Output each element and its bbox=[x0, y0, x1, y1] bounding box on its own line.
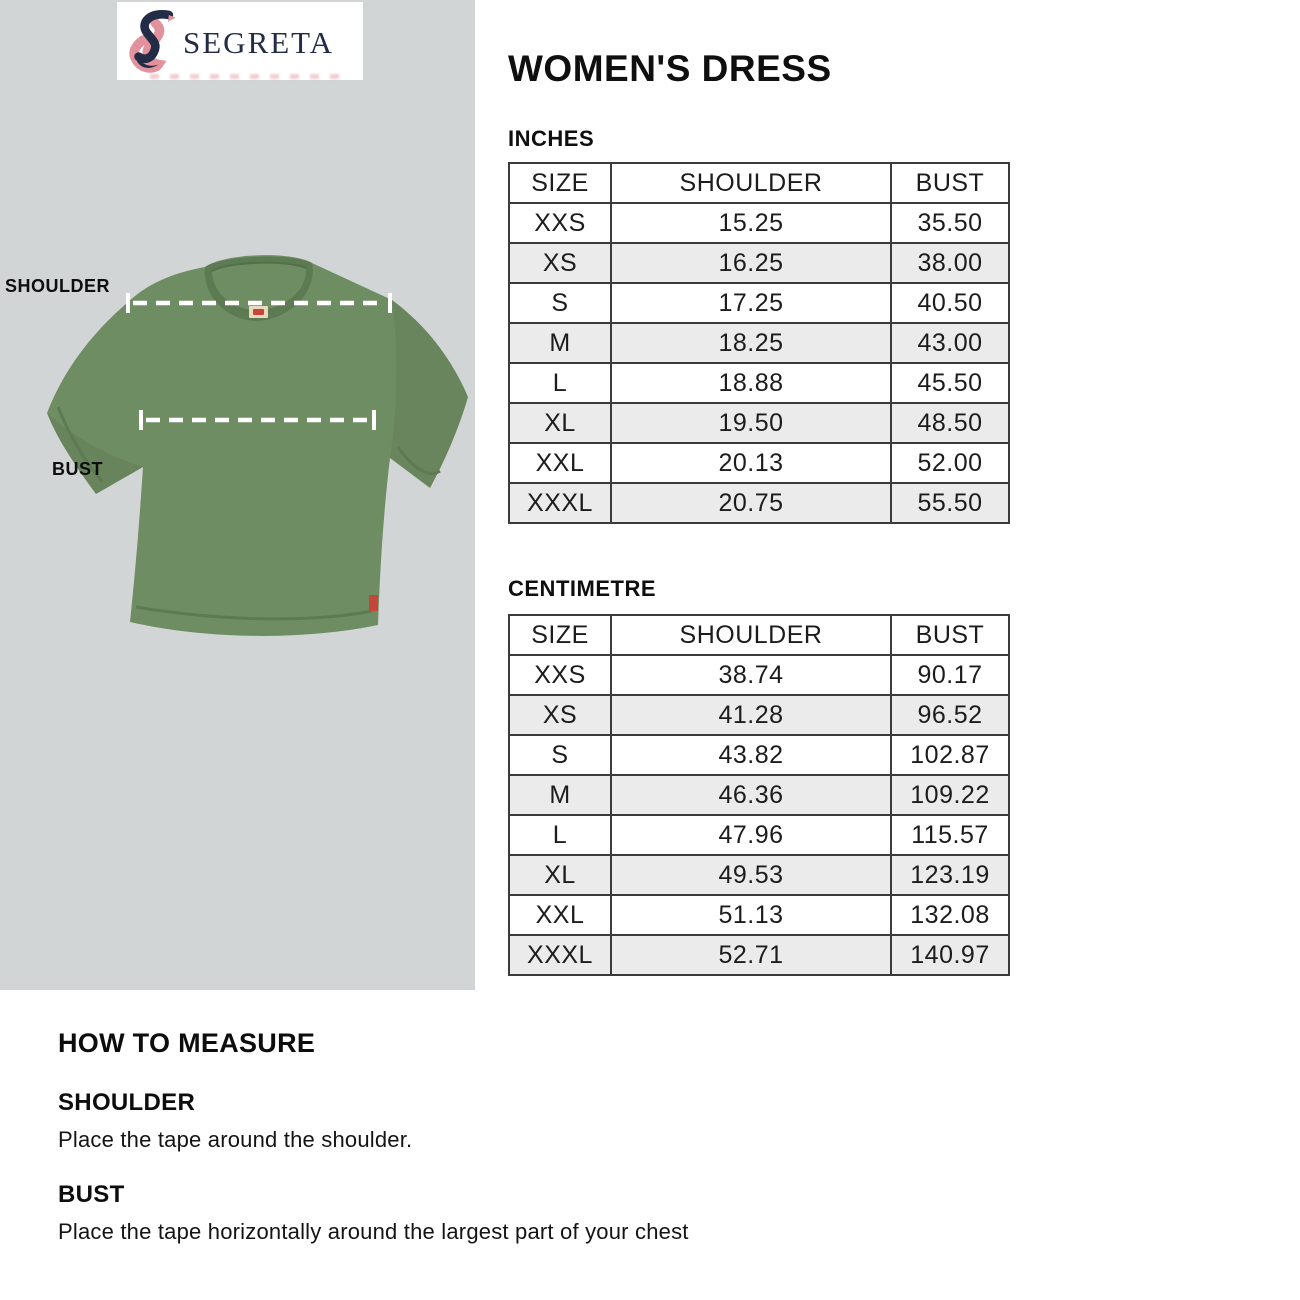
page-title: WOMEN'S DRESS bbox=[508, 48, 832, 89]
cell: M bbox=[508, 322, 612, 364]
table-row: L 18.88 45.50 bbox=[508, 362, 1010, 404]
shoulder-measure-line bbox=[126, 293, 392, 313]
cell: 96.52 bbox=[890, 694, 1010, 736]
bust-instruction-text: Place the tape horizontally around the l… bbox=[58, 1219, 689, 1244]
cell: 41.28 bbox=[610, 694, 892, 736]
brand-name: SEGRETA bbox=[183, 25, 335, 60]
centimetre-label: CENTIMETRE bbox=[508, 576, 656, 601]
cell: 48.50 bbox=[890, 402, 1010, 444]
cell: 102.87 bbox=[890, 734, 1010, 776]
cell: 90.17 bbox=[890, 654, 1010, 696]
cell: 16.25 bbox=[610, 242, 892, 284]
table-row: XXXL 52.71 140.97 bbox=[508, 934, 1010, 976]
cell: XXL bbox=[508, 894, 612, 936]
s-ribbon-icon bbox=[129, 10, 176, 73]
cell: M bbox=[508, 774, 612, 816]
cell: XXXL bbox=[508, 934, 612, 976]
cell: 17.25 bbox=[610, 282, 892, 324]
cell: 43.00 bbox=[890, 322, 1010, 364]
how-to-measure-title: HOW TO MEASURE bbox=[58, 1028, 316, 1058]
table-row: XXL 51.13 132.08 bbox=[508, 894, 1010, 936]
cell: S bbox=[508, 282, 612, 324]
table-row: XXL 20.13 52.00 bbox=[508, 442, 1010, 484]
cell: 47.96 bbox=[610, 814, 892, 856]
table-row: XL 49.53 123.19 bbox=[508, 854, 1010, 896]
cell: 109.22 bbox=[890, 774, 1010, 816]
cell: XXS bbox=[508, 654, 612, 696]
column-header: BUST bbox=[890, 614, 1010, 656]
cell: 55.50 bbox=[890, 482, 1010, 524]
table-row: L 47.96 115.57 bbox=[508, 814, 1010, 856]
cell: 132.08 bbox=[890, 894, 1010, 936]
cell: 52.71 bbox=[610, 934, 892, 976]
cell: 38.74 bbox=[610, 654, 892, 696]
size-table-centimetre: SIZE SHOULDER BUST XXS 38.74 90.17 XS 41.28 96.5… bbox=[508, 614, 1010, 976]
table-row: S 43.82 102.87 bbox=[508, 734, 1010, 776]
header-row: SIZE SHOULDER BUST bbox=[508, 614, 1010, 656]
column-header: SIZE bbox=[508, 162, 612, 204]
tshirt-illustration bbox=[47, 255, 468, 636]
cell: 19.50 bbox=[610, 402, 892, 444]
table-row: XXS 38.74 90.17 bbox=[508, 654, 1010, 696]
cell: XS bbox=[508, 694, 612, 736]
cell: XXS bbox=[508, 202, 612, 244]
cell: 45.50 bbox=[890, 362, 1010, 404]
table-row: M 46.36 109.22 bbox=[508, 774, 1010, 816]
shoulder-diagram-label: SHOULDER bbox=[5, 276, 111, 296]
shoulder-instruction-heading: SHOULDER bbox=[58, 1089, 196, 1116]
inches-label: INCHES bbox=[508, 126, 595, 151]
cell: 115.57 bbox=[890, 814, 1010, 856]
brand-logo: SEGRETA bbox=[117, 2, 363, 80]
cell: 46.36 bbox=[610, 774, 892, 816]
cell: 18.25 bbox=[610, 322, 892, 364]
column-header: SIZE bbox=[508, 614, 612, 656]
shoulder-instruction-text: Place the tape around the shoulder. bbox=[58, 1127, 413, 1152]
table-row: XS 16.25 38.00 bbox=[508, 242, 1010, 284]
cell: XXL bbox=[508, 442, 612, 484]
table-row: XS 41.28 96.52 bbox=[508, 694, 1010, 736]
bust-instruction-heading: BUST bbox=[58, 1181, 125, 1208]
table-row: XXXL 20.75 55.50 bbox=[508, 482, 1010, 524]
cell: L bbox=[508, 814, 612, 856]
cell: 43.82 bbox=[610, 734, 892, 776]
how-to-measure-section: HOW TO MEASURE SHOULDER Place the tape a… bbox=[58, 1028, 1158, 1273]
bust-measure-line bbox=[139, 410, 376, 430]
logo-crop-artifact bbox=[150, 74, 340, 79]
tshirt-diagram bbox=[0, 245, 475, 645]
hem-tag bbox=[369, 595, 378, 611]
table-row: M 18.25 43.00 bbox=[508, 322, 1010, 364]
cell: 123.19 bbox=[890, 854, 1010, 896]
cell: S bbox=[508, 734, 612, 776]
cell: 18.88 bbox=[610, 362, 892, 404]
cell: L bbox=[508, 362, 612, 404]
cell: 38.00 bbox=[890, 242, 1010, 284]
cell: XL bbox=[508, 854, 612, 896]
size-table-inches: SIZE SHOULDER BUST XXS 15.25 35.50 XS 16.25 38.0… bbox=[508, 162, 1010, 524]
column-header: BUST bbox=[890, 162, 1010, 204]
cell: 52.00 bbox=[890, 442, 1010, 484]
cell: 20.75 bbox=[610, 482, 892, 524]
cell: XL bbox=[508, 402, 612, 444]
bust-diagram-label: BUST bbox=[52, 459, 103, 479]
cell: 51.13 bbox=[610, 894, 892, 936]
cell: 49.53 bbox=[610, 854, 892, 896]
table-row: XL 19.50 48.50 bbox=[508, 402, 1010, 444]
cell: 35.50 bbox=[890, 202, 1010, 244]
column-header: SHOULDER bbox=[610, 614, 892, 656]
cell: 20.13 bbox=[610, 442, 892, 484]
cell: XXXL bbox=[508, 482, 612, 524]
column-header: SHOULDER bbox=[610, 162, 892, 204]
header-row: SIZE SHOULDER BUST bbox=[508, 162, 1010, 204]
table-row: XXS 15.25 35.50 bbox=[508, 202, 1010, 244]
cell: 140.97 bbox=[890, 934, 1010, 976]
cell: 15.25 bbox=[610, 202, 892, 244]
cell: XS bbox=[508, 242, 612, 284]
table-row: S 17.25 40.50 bbox=[508, 282, 1010, 324]
cell: 40.50 bbox=[890, 282, 1010, 324]
